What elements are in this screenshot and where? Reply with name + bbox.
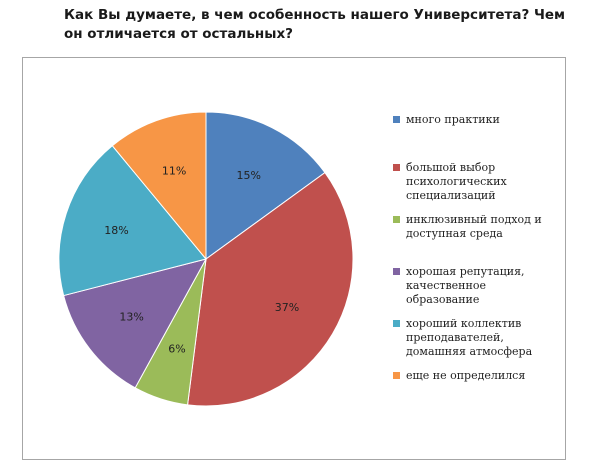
legend-label: хорошая репутация, качественное образова… [406, 265, 525, 306]
pie-slice-4 [63, 258, 207, 389]
slice-value-label-5: 18% [104, 224, 128, 237]
legend-swatch [393, 268, 400, 275]
legend-swatch [393, 320, 400, 327]
legend-swatch [393, 116, 400, 123]
pie-slice-2 [187, 171, 354, 407]
legend-swatch [393, 372, 400, 379]
legend-label: большой выбор психологических специализа… [406, 161, 507, 202]
legend-swatch [393, 164, 400, 171]
pie-slice-1 [205, 111, 326, 260]
chart-title: Как Вы думаете, в чем особенность нашего… [64, 7, 566, 42]
slice-value-label-3: 6% [168, 342, 185, 355]
slice-value-label-1: 15% [236, 169, 260, 182]
legend-label: много практики [406, 113, 500, 126]
pie-slice-6 [111, 111, 207, 261]
slice-value-label-6: 11% [162, 164, 186, 177]
legend-label: хороший коллектив преподавателей, домашн… [406, 317, 533, 358]
slice-value-label-2: 37% [275, 301, 299, 314]
legend-label: инклюзивный подход и доступная среда [406, 213, 542, 240]
legend-swatch [393, 216, 400, 223]
slice-value-label-4: 13% [119, 311, 143, 324]
chart-frame [22, 57, 566, 460]
legend-label: еще не определился [406, 369, 526, 382]
pie-slice-5 [58, 145, 207, 297]
